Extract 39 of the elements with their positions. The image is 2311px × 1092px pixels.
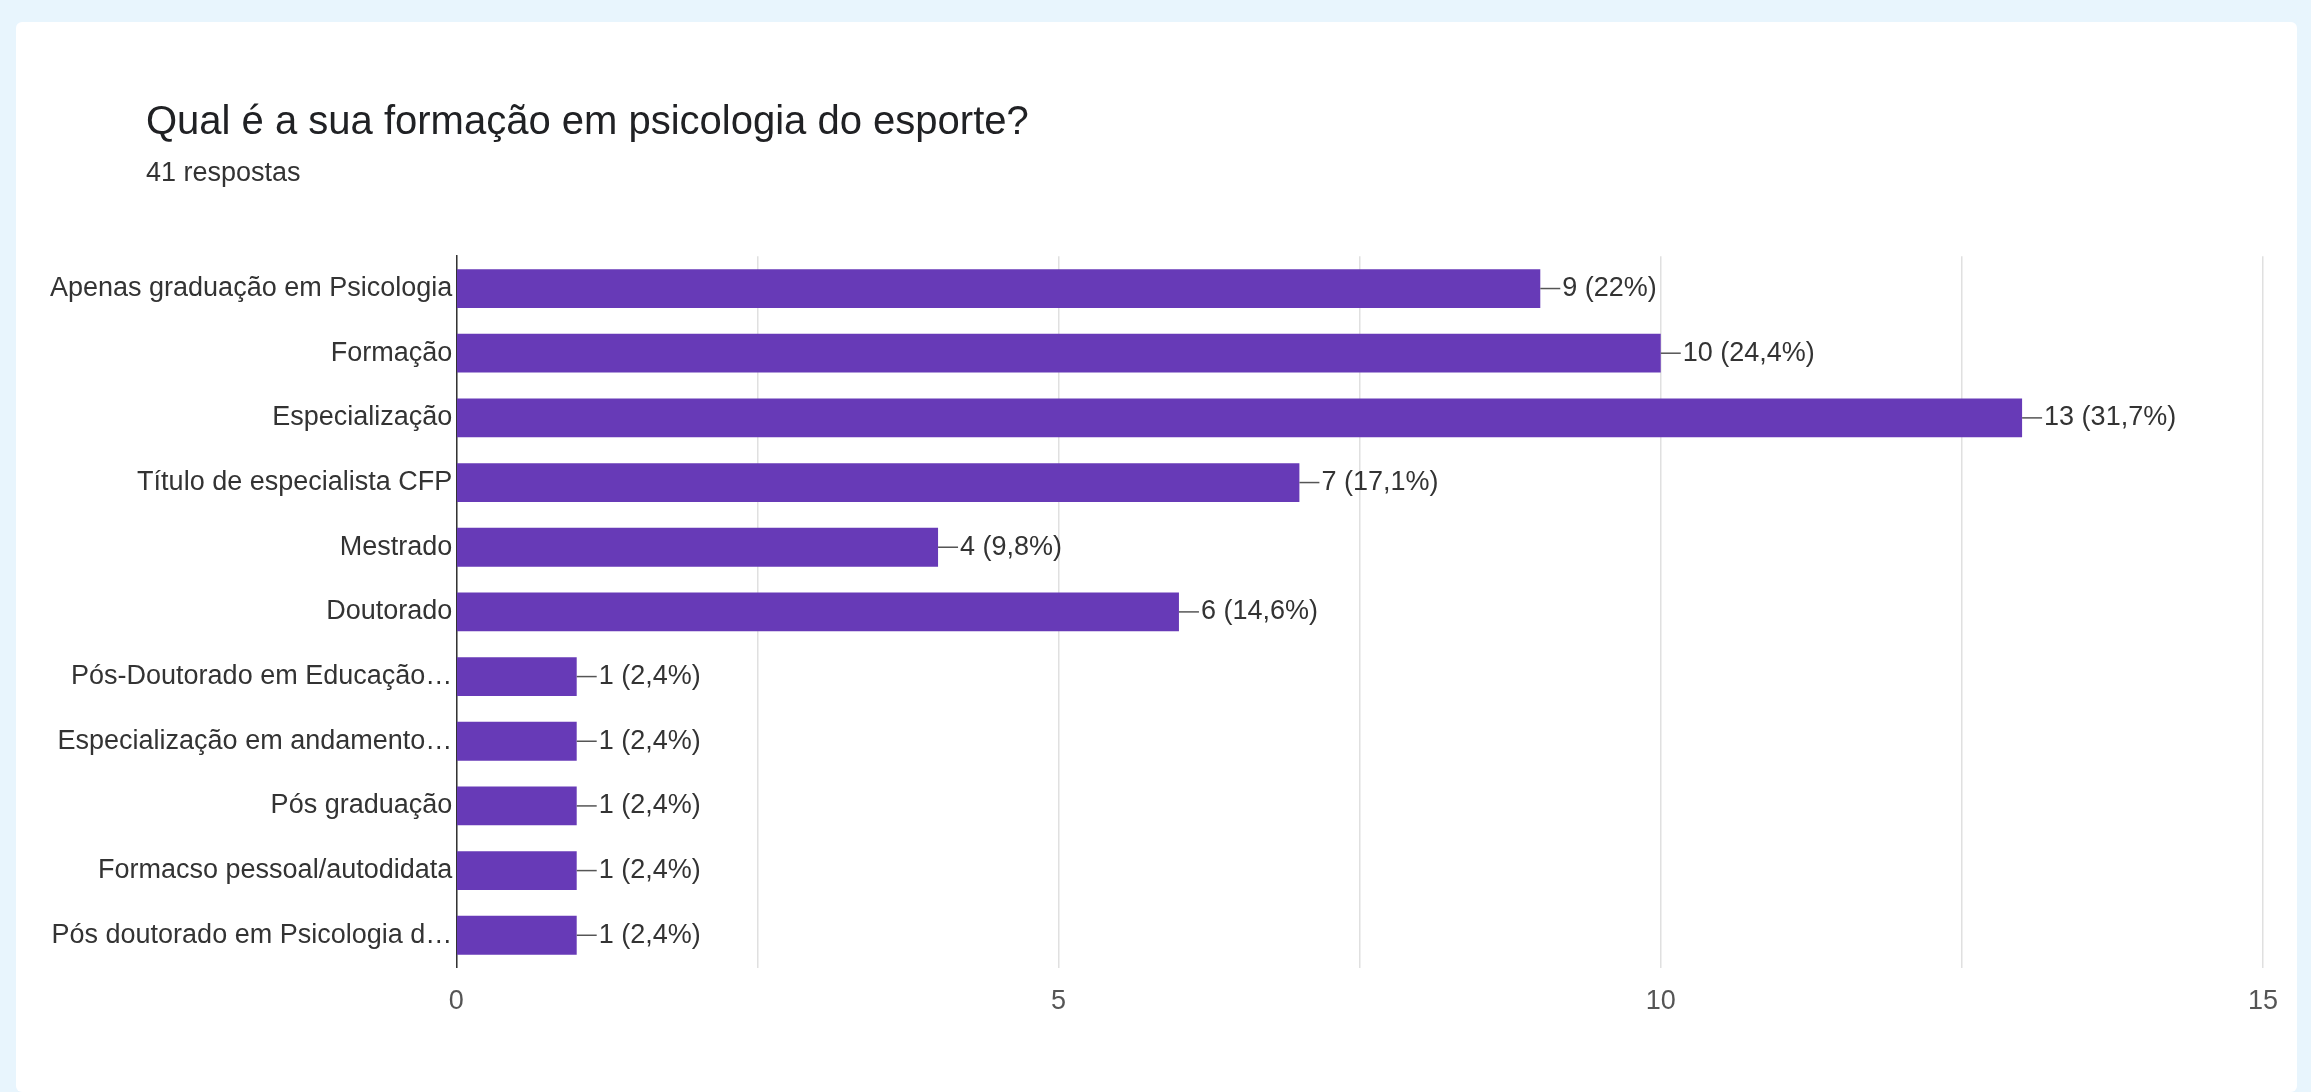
data-label: 4 (9,8%) [960, 530, 1063, 561]
bar [457, 721, 577, 761]
x-tick-label: 0 [448, 985, 464, 1016]
data-label: 1 (2,4%) [598, 854, 701, 885]
x-tick-label: 10 [1645, 985, 1676, 1016]
data-label: 7 (17,1%) [1321, 466, 1439, 497]
bar [457, 851, 577, 890]
data-label: 1 (2,4%) [598, 918, 701, 949]
y-tick-label: Especialização [272, 401, 453, 432]
data-label: 13 (31,7%) [2044, 401, 2177, 432]
bar [457, 592, 1179, 632]
bar [457, 333, 1661, 373]
y-tick-label: Pós graduação [270, 789, 453, 820]
data-label: 1 (2,4%) [598, 789, 701, 820]
y-tick-label: Especialização em andamento… [57, 724, 453, 755]
bar [457, 269, 1541, 308]
data-label: 10 (24,4%) [1682, 336, 1815, 367]
bar [457, 463, 1300, 502]
data-label: 6 (14,6%) [1200, 595, 1319, 626]
y-tick-label: Título de especialista CFP [137, 466, 453, 497]
y-tick-label: Formação [330, 336, 453, 367]
text: 41 respostas [146, 157, 302, 188]
y-tick-label: Pós doutorado em Psicologia d… [51, 918, 453, 949]
y-tick-label: Doutorado [326, 595, 453, 626]
bar [457, 527, 939, 567]
y-tick-label: Mestrado [339, 530, 453, 561]
y-tick-label: Apenas graduação em Psicologia [49, 271, 454, 302]
y-tick-label: Pós-Doutorado em Educação… [71, 660, 453, 691]
x-tick-label: 5 [1050, 985, 1067, 1016]
data-label: 1 (2,4%) [598, 724, 701, 755]
bar [457, 657, 577, 696]
data-label: 9 (22%) [1562, 271, 1657, 302]
bar [457, 398, 2023, 438]
data-label: 1 (2,4%) [598, 660, 701, 691]
bar [457, 786, 577, 826]
y-tick-label: Formacso pessoal/autodidata [98, 854, 454, 885]
bar [457, 915, 577, 955]
x-tick-label: 15 [2247, 985, 2279, 1016]
chart-title: Qual é a sua formação em psicologia do esporte? [146, 98, 1030, 143]
